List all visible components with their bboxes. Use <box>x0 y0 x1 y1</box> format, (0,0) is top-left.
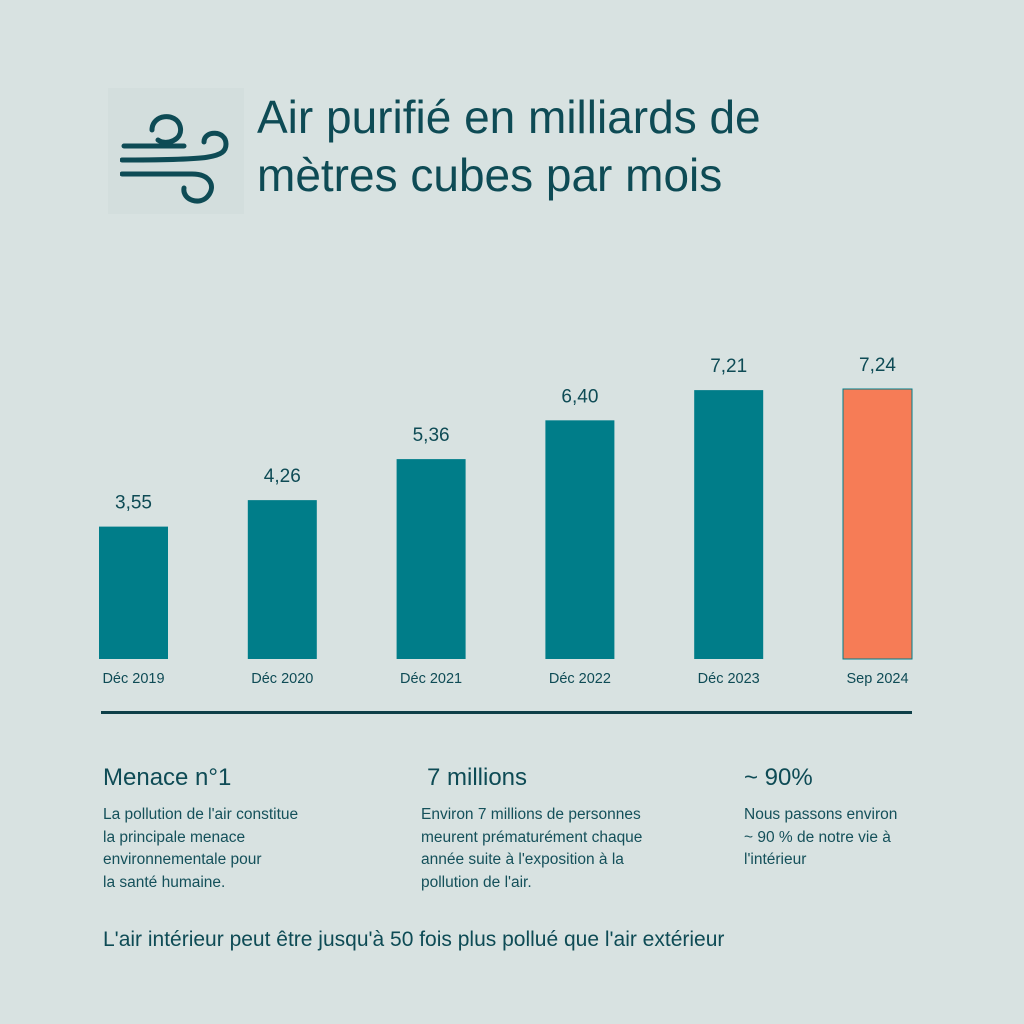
bar-4 <box>694 390 764 659</box>
stat-description: La pollution de l'air constitue la princ… <box>103 804 298 894</box>
stat-text-line: meurent prématurément chaque <box>421 828 643 846</box>
category-label: Sep 2024 <box>846 671 908 687</box>
stat-interior: ~ 90% Nous passons environ ~ 90 % de not… <box>744 762 897 872</box>
bar-1 <box>247 500 317 659</box>
page-title: Air purifié en milliards de mètres cubes… <box>257 88 977 204</box>
category-label: Déc 2023 <box>698 671 760 687</box>
stat-description: Environ 7 millions de personnes meurent … <box>421 804 642 894</box>
title-line-2: mètres cubes par mois <box>257 149 723 201</box>
stat-text-line: Environ 7 millions de personnes <box>421 806 641 823</box>
footer-note: L'air intérieur peut être jusqu'à 50 foi… <box>103 928 725 951</box>
stat-text-line: année suite à l'exposition à la <box>421 851 624 868</box>
category-label: Déc 2020 <box>251 671 313 687</box>
wind-icon-box <box>108 88 244 214</box>
title-line-1: Air purifié en milliards de <box>257 91 761 143</box>
stat-millions: 7 millions Environ 7 millions de personn… <box>421 762 642 894</box>
bar-5 <box>842 388 913 660</box>
category-label: Déc 2019 <box>102 671 164 687</box>
stat-heading: Menace n°1 <box>103 764 232 791</box>
bar-0 <box>99 526 168 659</box>
bar-value-label: 4,26 <box>264 466 301 487</box>
bar-value-label: 5,36 <box>413 425 450 446</box>
category-label: Déc 2021 <box>400 671 462 687</box>
stat-text-line: l'intérieur <box>744 851 807 868</box>
bar-value-label: 3,55 <box>115 493 152 514</box>
divider <box>101 711 912 714</box>
wind-icon <box>120 114 229 204</box>
bar-chart: 3,55 Déc 2019 4,26 Déc 2020 5,36 Déc 2021 6,40… <box>99 355 913 687</box>
stat-text-line: ~ 90 % de notre vie à <box>744 828 891 846</box>
stat-text-line: La pollution de l'air constitue <box>103 806 299 823</box>
category-label: Déc 2022 <box>549 671 611 687</box>
stat-heading: ~ 90% <box>744 764 813 791</box>
bar-value-label: 7,21 <box>710 356 747 377</box>
stat-text-line: environnementale pour <box>103 851 262 868</box>
stat-text-line: la santé humaine. <box>103 873 226 891</box>
stat-menace: Menace n°1 La pollution de l'air constit… <box>103 762 298 894</box>
bar-2 <box>396 459 466 659</box>
stat-text-line: la principale menace <box>103 828 246 846</box>
bar-value-label: 6,40 <box>561 386 598 407</box>
bar-value-label: 7,24 <box>859 355 896 376</box>
stat-text-line: pollution de l'air. <box>421 873 532 891</box>
bar-3 <box>545 420 615 659</box>
stat-heading: 7 millions <box>427 764 528 791</box>
stat-description: Nous passons environ ~ 90 % de notre vie… <box>744 804 897 872</box>
stat-text-line: Nous passons environ <box>744 806 898 823</box>
